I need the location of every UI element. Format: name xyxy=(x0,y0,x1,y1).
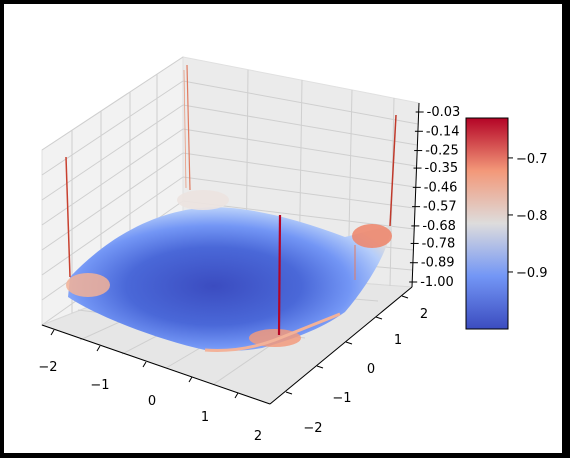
z-tick-label: -0.14 xyxy=(426,124,460,139)
rim-patch-right xyxy=(352,224,392,248)
z-tick-label: -0.68 xyxy=(422,219,456,234)
z-tick-label: -0.03 xyxy=(427,105,461,120)
z-tick-label: -1.00 xyxy=(420,275,454,290)
y-tick-mark xyxy=(375,316,383,320)
y-tick-mark xyxy=(316,365,324,369)
y-axis-line xyxy=(269,286,413,405)
y-tick-label: 2 xyxy=(420,307,428,322)
z-axis-line xyxy=(411,102,420,288)
surface xyxy=(66,190,392,352)
colorbar-gradient xyxy=(465,117,509,330)
axis-lines xyxy=(41,102,420,405)
x-tick-label: 1 xyxy=(201,410,209,425)
z-axis-ticks: -0.03 -0.14 -0.25 -0.35 -0.46 -0.57 -0.68 -0.78… xyxy=(409,105,460,290)
colorbar-ticks: −0.7 −0.8 −0.9 xyxy=(508,152,548,281)
z-tick-label: -0.35 xyxy=(425,161,459,176)
colorbar-tick-label: −0.7 xyxy=(516,152,548,167)
spikes xyxy=(65,64,397,336)
rim-patch-back xyxy=(177,190,229,210)
x-tick-mark xyxy=(188,376,193,383)
spike-back-center xyxy=(186,64,191,191)
z-tick-label: -0.25 xyxy=(425,144,459,159)
colorbar: −0.7 −0.8 −0.9 xyxy=(465,117,548,330)
spike-back-center-2 xyxy=(183,69,187,189)
figure-canvas: −2 −1 0 1 2 −2 −1 0 1 2 -0.03 -0.14 -0.25 -0.35 -0.4… xyxy=(4,4,562,453)
y-tick-mark xyxy=(401,295,409,299)
rim-front-edge xyxy=(204,312,341,352)
colorbar-tick-label: −0.9 xyxy=(516,266,548,281)
y-tick-label: −1 xyxy=(332,391,351,406)
x-tick-mark xyxy=(96,345,101,352)
x-tick-mark xyxy=(50,329,55,336)
surface-bowl xyxy=(68,207,392,351)
y-tick-label: 0 xyxy=(367,362,375,377)
spike-back-right xyxy=(389,114,397,227)
y-tick-mark xyxy=(285,391,293,395)
x-tick-label: 2 xyxy=(254,429,262,444)
x-tick-mark xyxy=(234,392,239,399)
x-tick-label: 0 xyxy=(148,394,156,409)
y-axis-ticks: −2 −1 0 1 2 xyxy=(285,295,428,436)
x-tick-label: −1 xyxy=(90,378,109,393)
x-tick-label: −2 xyxy=(38,360,57,375)
spike-center xyxy=(277,214,282,336)
rim-patch-left xyxy=(66,273,110,297)
z-tick-label: -0.78 xyxy=(422,236,456,251)
x-axis-ticks: −2 −1 0 1 2 xyxy=(38,329,262,444)
z-tick-label: -0.46 xyxy=(424,180,458,195)
x-tick-mark xyxy=(142,361,147,368)
z-tick-label: -0.89 xyxy=(421,256,455,271)
x-axis-line xyxy=(41,324,271,405)
colorbar-tick-label: −0.8 xyxy=(516,209,548,224)
y-tick-label: 1 xyxy=(394,333,402,348)
z-tick-label: -0.57 xyxy=(423,200,457,215)
surface-plot: −2 −1 0 1 2 −2 −1 0 1 2 -0.03 -0.14 -0.25 -0.35 -0.4… xyxy=(38,56,548,444)
y-tick-mark xyxy=(345,341,353,345)
spike-back-left xyxy=(65,156,71,278)
y-tick-label: −2 xyxy=(303,421,322,436)
